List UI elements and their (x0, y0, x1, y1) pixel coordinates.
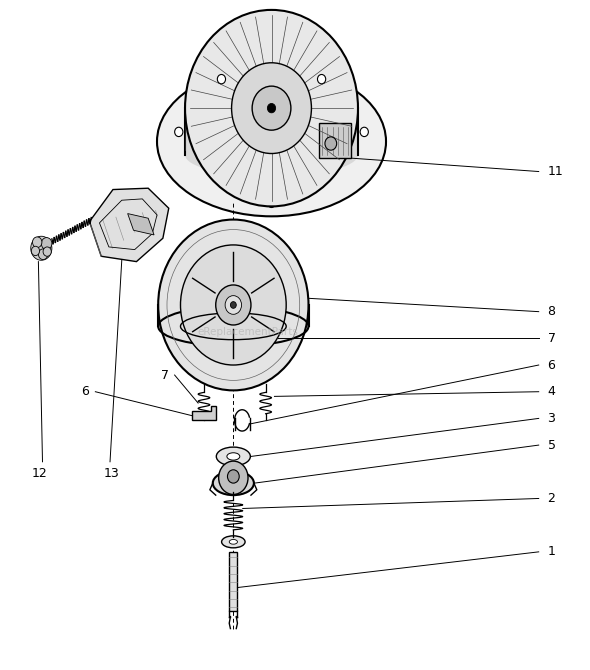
Ellipse shape (185, 133, 358, 176)
Text: 7: 7 (160, 369, 169, 381)
FancyBboxPatch shape (230, 552, 237, 611)
Text: eReplacementParts: eReplacementParts (198, 327, 299, 336)
Circle shape (253, 76, 261, 86)
Circle shape (31, 237, 52, 260)
Ellipse shape (230, 539, 237, 544)
Circle shape (175, 127, 183, 137)
Ellipse shape (222, 536, 245, 548)
Circle shape (31, 247, 40, 255)
Ellipse shape (227, 453, 240, 460)
Ellipse shape (213, 471, 254, 495)
Text: 6: 6 (548, 358, 555, 372)
Circle shape (325, 137, 337, 150)
Text: 3: 3 (548, 412, 555, 425)
Circle shape (38, 249, 48, 259)
FancyBboxPatch shape (319, 123, 352, 158)
Text: 13: 13 (104, 467, 120, 480)
Circle shape (252, 86, 291, 130)
Ellipse shape (185, 86, 358, 130)
Polygon shape (90, 188, 169, 261)
Circle shape (360, 127, 368, 137)
Circle shape (217, 74, 225, 84)
Circle shape (228, 470, 239, 483)
Circle shape (225, 295, 241, 314)
Polygon shape (127, 214, 154, 235)
Circle shape (267, 198, 276, 208)
Text: 11: 11 (548, 165, 563, 178)
Text: 6: 6 (81, 385, 90, 398)
Circle shape (43, 247, 51, 256)
Text: 12: 12 (32, 467, 47, 480)
Text: 5: 5 (548, 439, 556, 452)
Ellipse shape (217, 447, 250, 466)
Text: 8: 8 (548, 305, 556, 318)
Circle shape (219, 461, 248, 494)
Ellipse shape (158, 306, 309, 346)
Circle shape (32, 237, 42, 248)
Circle shape (231, 302, 236, 308)
Circle shape (317, 74, 326, 84)
Circle shape (267, 103, 276, 113)
Text: 4: 4 (548, 385, 555, 398)
Text: 1: 1 (548, 545, 555, 558)
Circle shape (181, 245, 286, 365)
Text: 7: 7 (548, 332, 556, 345)
FancyBboxPatch shape (185, 108, 358, 155)
Circle shape (232, 63, 312, 153)
Text: 2: 2 (548, 492, 555, 505)
Circle shape (185, 10, 358, 206)
Circle shape (158, 220, 309, 391)
Ellipse shape (157, 67, 386, 216)
Polygon shape (192, 406, 216, 420)
Circle shape (216, 285, 251, 325)
Circle shape (41, 238, 52, 250)
